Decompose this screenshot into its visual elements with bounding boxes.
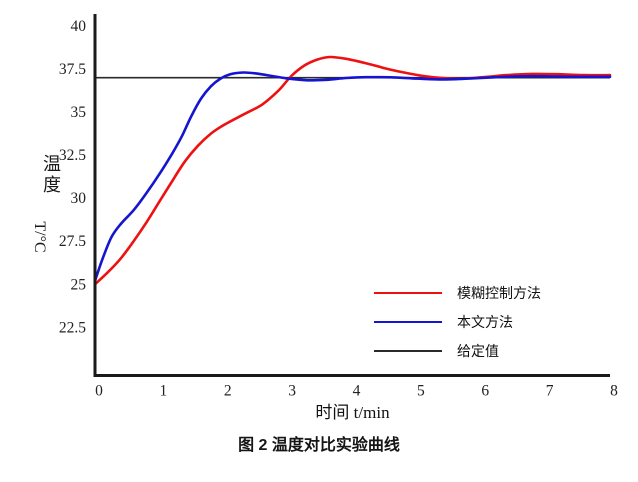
legend-item-fuzzy-control: 模糊控制方法 [374, 278, 541, 307]
x-tick-label: 0 [95, 383, 103, 400]
x-tick-label: 3 [288, 383, 296, 400]
figure-caption: 图 2 温度对比实验曲线 [238, 437, 400, 454]
x-axis-label: 时间 t/min [315, 403, 390, 422]
x-tick-label: 1 [160, 383, 168, 400]
legend-item-proposed-method: 本文方法 [374, 307, 541, 336]
y-tick-label: 22.5 [59, 319, 86, 336]
y-tick-label: 32.5 [59, 147, 86, 164]
series-proposed-method-curve [93, 71, 612, 283]
legend: 模糊控制方法 本文方法 给定值 [374, 278, 541, 365]
x-tick-label: 4 [353, 383, 361, 400]
legend-label: 本文方法 [457, 315, 513, 331]
y-tick-label: 37.5 [59, 61, 86, 78]
legend-label: 给定值 [457, 344, 499, 360]
x-tick-label: 5 [417, 383, 425, 400]
x-tick-label: 2 [224, 383, 232, 400]
y-tick-label: 25 [71, 276, 87, 293]
series-fuzzy-control-curve [93, 55, 612, 286]
y-axis-label-cjk: 温度 [41, 154, 61, 196]
y-tick-label: 30 [71, 190, 87, 207]
x-tick-label: 7 [546, 383, 554, 400]
y-tick-label: 35 [71, 104, 87, 121]
legend-item-setpoint: 给定值 [374, 336, 541, 365]
y-axis-unit-label: T/°C [31, 221, 48, 253]
x-tick-label: 8 [610, 383, 618, 400]
legend-label: 模糊控制方法 [457, 286, 541, 302]
y-tick-label: 40 [71, 18, 87, 35]
legend-line-red-icon [374, 291, 442, 294]
legend-line-blue-icon [374, 320, 442, 323]
y-tick-label: 27.5 [59, 233, 86, 250]
legend-line-black-icon [374, 349, 442, 352]
x-tick-label: 6 [481, 383, 489, 400]
